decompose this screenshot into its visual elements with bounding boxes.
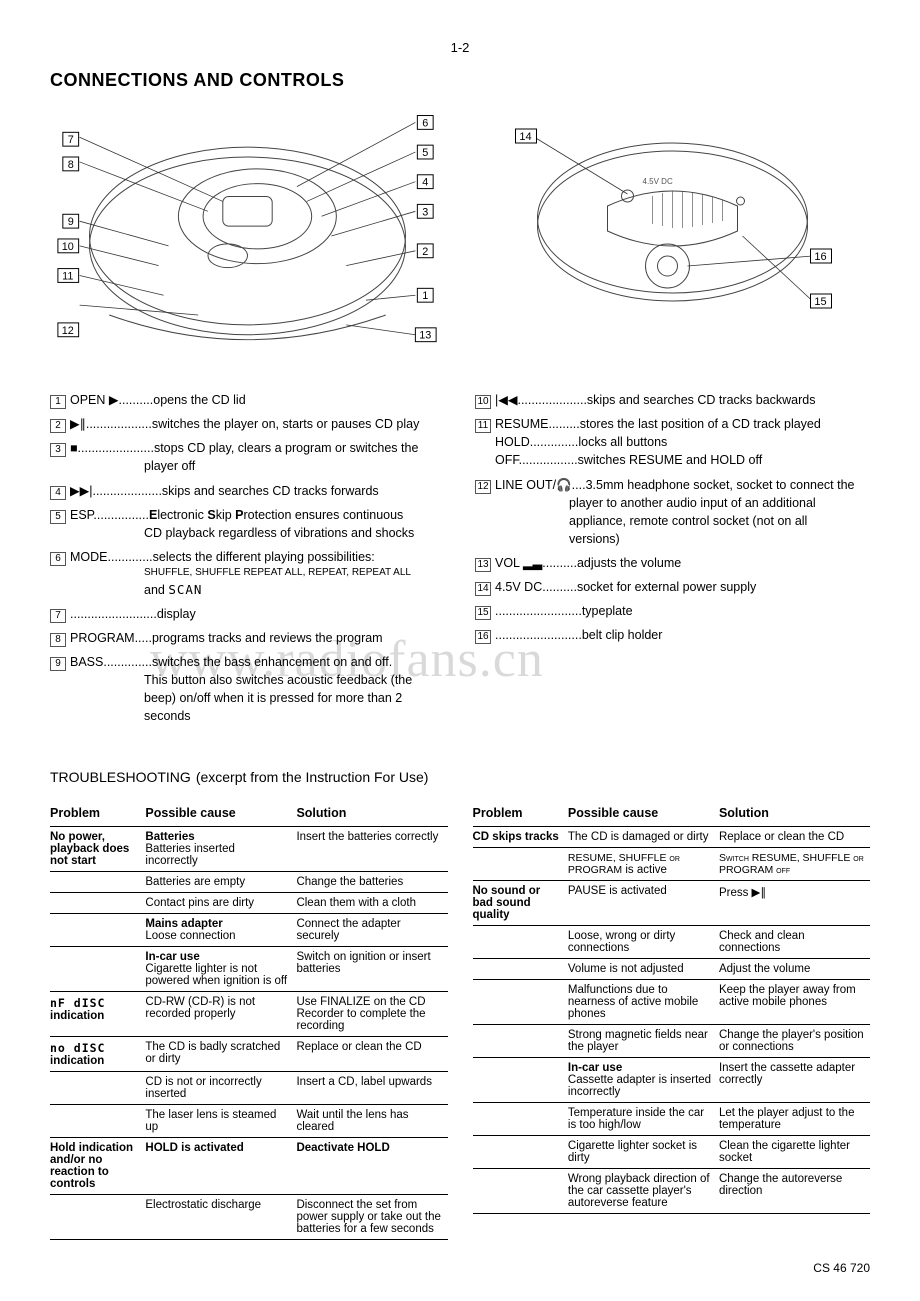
control-item: 1OPEN ▶..........opens the CD lid <box>50 391 445 409</box>
table-row: No power, playback does not startBatteri… <box>50 827 448 872</box>
table-row: Mains adapterLoose connectionConnect the… <box>50 914 448 947</box>
table-row: Loose, wrong or dirty connectionsCheck a… <box>473 926 871 959</box>
table-row: No sound or bad sound qualityPAUSE is ac… <box>473 881 871 926</box>
control-item: 11RESUME.........stores the last positio… <box>475 415 870 469</box>
svg-text:5: 5 <box>422 147 428 159</box>
svg-text:14: 14 <box>519 131 531 143</box>
svg-text:16: 16 <box>814 251 826 263</box>
control-item: 3■......................stops CD play, c… <box>50 439 445 475</box>
table-row: CD skips tracksThe CD is damaged or dirt… <box>473 827 871 848</box>
table-row: Temperature inside the car is too high/l… <box>473 1103 871 1136</box>
troubleshooting-columns: Problem Possible cause Solution No power… <box>50 802 870 1240</box>
svg-text:8: 8 <box>68 159 74 171</box>
section-title: CONNECTIONS AND CONTROLS <box>50 70 870 91</box>
page-number: 1-2 <box>50 40 870 55</box>
control-item: 4▶▶|....................skips and search… <box>50 482 445 500</box>
controls-legend: 1OPEN ▶..........opens the CD lid 2▶∥....… <box>50 391 870 731</box>
control-item: 144.5V DC..........socket for external p… <box>475 578 870 596</box>
control-item: 13VOL ▂▃..........adjusts the volume <box>475 554 870 572</box>
table-row: Batteries are emptyChange the batteries <box>50 872 448 893</box>
top-view-diagram: 7 8 9 10 11 12 6 5 4 3 2 1 13 <box>50 106 445 366</box>
control-item: 15.........................typeplate <box>475 602 870 620</box>
svg-text:12: 12 <box>62 325 74 337</box>
troubleshooting-table-right: Problem Possible cause Solution CD skips… <box>473 802 871 1214</box>
table-row: Cigarette lighter socket is dirtyClean t… <box>473 1136 871 1169</box>
table-row: In-car useCassette adapter is inserted i… <box>473 1058 871 1103</box>
troubleshooting-table-left: Problem Possible cause Solution No power… <box>50 802 448 1240</box>
svg-text:4: 4 <box>422 177 428 189</box>
svg-text:1: 1 <box>422 290 428 302</box>
control-item: 7.........................display <box>50 605 445 623</box>
svg-text:7: 7 <box>68 134 74 146</box>
control-item: 6MODE.............selects the different … <box>50 548 445 599</box>
svg-text:15: 15 <box>814 296 826 308</box>
table-row: Strong magnetic fields near the playerCh… <box>473 1025 871 1058</box>
bottom-view-diagram: 4.5V DC 14 16 15 <box>475 106 870 366</box>
diagram-row: 7 8 9 10 11 12 6 5 4 3 2 1 13 <box>50 106 870 366</box>
table-row: Electrostatic dischargeDisconnect the se… <box>50 1195 448 1240</box>
control-item: 9BASS..............switches the bass enh… <box>50 653 445 726</box>
svg-text:11: 11 <box>62 270 73 282</box>
svg-text:2: 2 <box>422 246 428 258</box>
control-item: 16.........................belt clip hol… <box>475 626 870 644</box>
table-row: Volume is not adjustedAdjust the volume <box>473 959 871 980</box>
control-item: 12LINE OUT/🎧....3.5mm headphone socket, … <box>475 476 870 549</box>
control-item: 2▶∥...................switches the playe… <box>50 415 445 433</box>
svg-text:6: 6 <box>422 117 428 129</box>
table-row: Wrong playback direction of the car cass… <box>473 1169 871 1214</box>
control-item: 10|◀◀....................skips and searc… <box>475 391 870 409</box>
table-row: RESUME, SHUFFLE or PROGRAM is activeSwit… <box>473 848 871 881</box>
footer-code: CS 46 720 <box>813 1261 870 1275</box>
control-item: 5ESP................Electronic Skip Prot… <box>50 506 445 542</box>
svg-text:3: 3 <box>422 206 428 218</box>
table-row: nF dISCindicationCD-RW (CD-R) is not rec… <box>50 992 448 1037</box>
table-row: In-car useCigarette lighter is not power… <box>50 947 448 992</box>
table-row: The laser lens is steamed upWait until t… <box>50 1105 448 1138</box>
troubleshooting-title: TROUBLESHOOTING (excerpt from the Instru… <box>50 766 870 787</box>
svg-text:4.5V DC: 4.5V DC <box>643 177 673 186</box>
table-row: CD is not or incorrectly insertedInsert … <box>50 1072 448 1105</box>
control-item: 8PROGRAM.....programs tracks and reviews… <box>50 629 445 647</box>
table-row: Contact pins are dirtyClean them with a … <box>50 893 448 914</box>
svg-text:10: 10 <box>62 241 74 253</box>
table-row: no dISCindicationThe CD is badly scratch… <box>50 1037 448 1072</box>
svg-text:9: 9 <box>68 216 74 228</box>
table-row: Malfunctions due to nearness of active m… <box>473 980 871 1025</box>
table-row: Hold indication and/or no reaction to co… <box>50 1138 448 1195</box>
svg-text:13: 13 <box>419 330 431 342</box>
